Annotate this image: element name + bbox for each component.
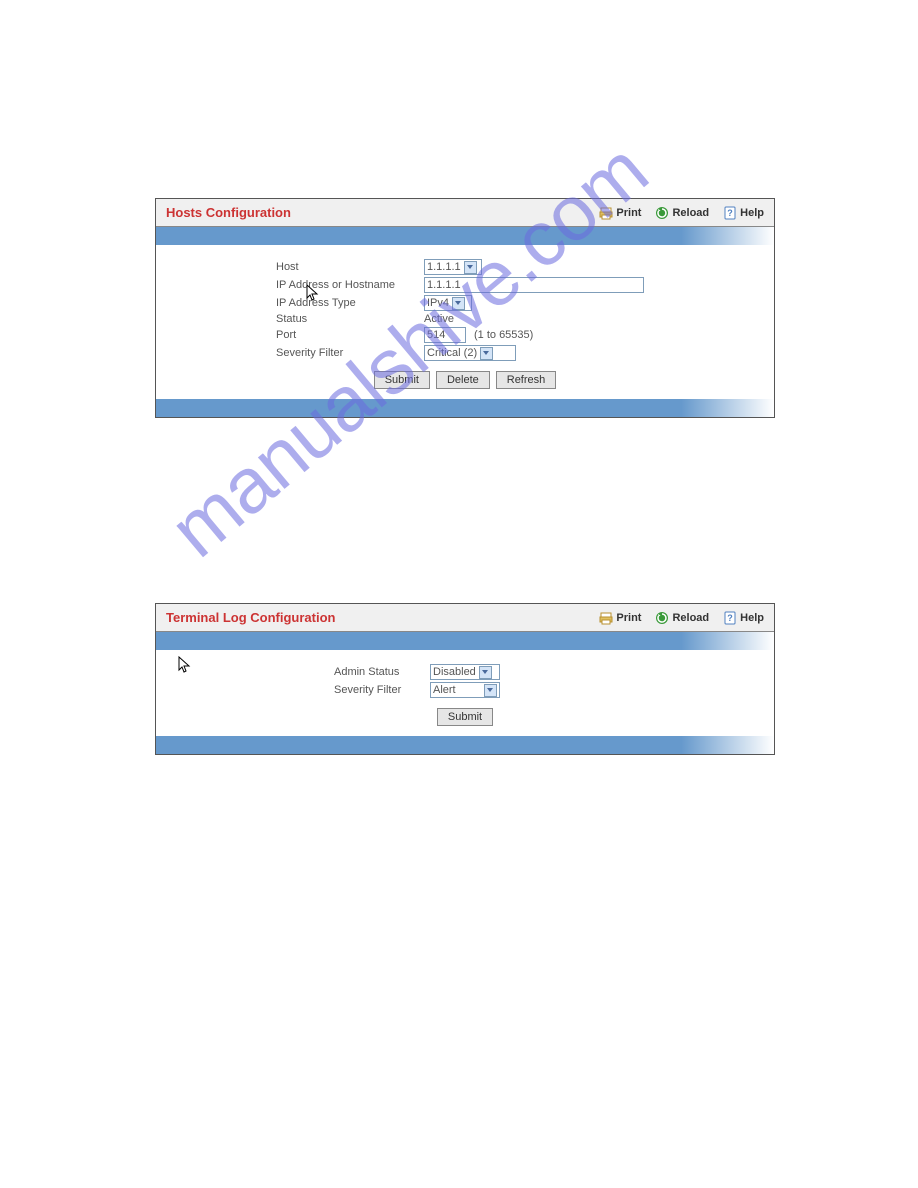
- host-select[interactable]: 1.1.1.1: [424, 259, 482, 275]
- reload-button[interactable]: Reload: [655, 611, 709, 625]
- admin-status-value: Disabled: [433, 666, 476, 678]
- chevron-down-icon: [484, 684, 497, 697]
- ip-addr-row: IP Address or Hostname 1.1.1.1: [156, 277, 774, 293]
- svg-text:?: ?: [727, 208, 733, 218]
- terminal-log-panel: Terminal Log Configuration Print Reload …: [155, 603, 775, 755]
- port-label: Port: [276, 329, 424, 341]
- ip-type-value: IPv4: [427, 297, 449, 309]
- footer-bar: [156, 736, 774, 754]
- reload-label: Reload: [672, 612, 709, 624]
- reload-label: Reload: [672, 207, 709, 219]
- svg-text:?: ?: [727, 613, 733, 623]
- print-icon: [599, 206, 613, 220]
- status-row: Status Active: [156, 313, 774, 325]
- reload-icon: [655, 611, 669, 625]
- chevron-down-icon: [479, 666, 492, 679]
- severity-row: Severity Filter Alert: [156, 682, 774, 698]
- help-label: Help: [740, 207, 764, 219]
- help-label: Help: [740, 612, 764, 624]
- chevron-down-icon: [452, 297, 465, 310]
- button-row: Submit Delete Refresh: [156, 371, 774, 389]
- port-value: 514: [427, 329, 445, 341]
- print-label: Print: [616, 612, 641, 624]
- severity-select[interactable]: Critical (2): [424, 345, 516, 361]
- panel-header: Hosts Configuration Print Reload ? Help: [156, 199, 774, 227]
- ip-addr-value: 1.1.1.1: [427, 279, 461, 291]
- hosts-config-panel: Hosts Configuration Print Reload ? Help …: [155, 198, 775, 418]
- help-icon: ?: [723, 206, 737, 220]
- severity-label: Severity Filter: [334, 684, 430, 696]
- port-row: Port 514 (1 to 65535): [156, 327, 774, 343]
- panel-title: Terminal Log Configuration: [166, 610, 585, 625]
- help-button[interactable]: ? Help: [723, 611, 764, 625]
- panel-title: Hosts Configuration: [166, 205, 585, 220]
- reload-icon: [655, 206, 669, 220]
- severity-row: Severity Filter Critical (2): [156, 345, 774, 361]
- footer-bar: [156, 399, 774, 417]
- submit-button[interactable]: Submit: [437, 708, 493, 726]
- chevron-down-icon: [464, 261, 477, 274]
- port-hint: (1 to 65535): [474, 329, 533, 341]
- admin-status-select[interactable]: Disabled: [430, 664, 500, 680]
- header-bar: [156, 227, 774, 245]
- submit-button[interactable]: Submit: [374, 371, 430, 389]
- help-icon: ?: [723, 611, 737, 625]
- ip-type-row: IP Address Type IPv4: [156, 295, 774, 311]
- port-input[interactable]: 514: [424, 327, 466, 343]
- print-button[interactable]: Print: [599, 206, 641, 220]
- print-label: Print: [616, 207, 641, 219]
- chevron-down-icon: [480, 347, 493, 360]
- button-row: Submit: [156, 708, 774, 726]
- refresh-button[interactable]: Refresh: [496, 371, 557, 389]
- panel-header: Terminal Log Configuration Print Reload …: [156, 604, 774, 632]
- severity-value: Alert: [433, 684, 456, 696]
- form-body: Host 1.1.1.1 IP Address or Hostname 1.1.…: [156, 245, 774, 399]
- form-body: Admin Status Disabled Severity Filter Al…: [156, 650, 774, 736]
- print-icon: [599, 611, 613, 625]
- severity-select[interactable]: Alert: [430, 682, 500, 698]
- print-button[interactable]: Print: [599, 611, 641, 625]
- severity-label: Severity Filter: [276, 347, 424, 359]
- admin-status-row: Admin Status Disabled: [156, 664, 774, 680]
- ip-addr-label: IP Address or Hostname: [276, 279, 424, 291]
- status-value: Active: [424, 313, 454, 325]
- host-row: Host 1.1.1.1: [156, 259, 774, 275]
- host-value: 1.1.1.1: [427, 261, 461, 273]
- status-label: Status: [276, 313, 424, 325]
- ip-addr-input[interactable]: 1.1.1.1: [424, 277, 644, 293]
- reload-button[interactable]: Reload: [655, 206, 709, 220]
- ip-type-label: IP Address Type: [276, 297, 424, 309]
- help-button[interactable]: ? Help: [723, 206, 764, 220]
- severity-value: Critical (2): [427, 347, 477, 359]
- ip-type-select[interactable]: IPv4: [424, 295, 472, 311]
- header-bar: [156, 632, 774, 650]
- host-label: Host: [276, 261, 424, 273]
- admin-status-label: Admin Status: [334, 666, 430, 678]
- delete-button[interactable]: Delete: [436, 371, 490, 389]
